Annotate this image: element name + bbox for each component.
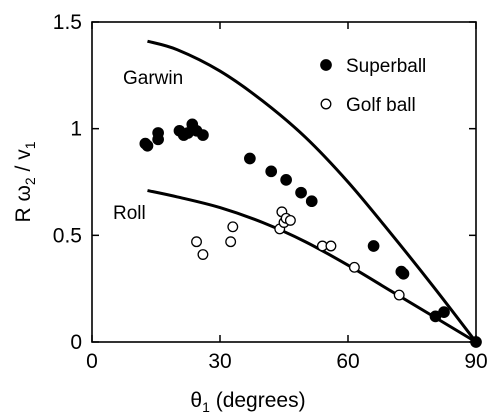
- point-superball: [197, 129, 209, 141]
- plot-frame: [91, 21, 477, 343]
- point-superball: [397, 267, 410, 280]
- curve-label-garwin: Garwin: [123, 68, 183, 89]
- point-golf-ball: [197, 249, 209, 260]
- point-golf-ball: [227, 221, 239, 233]
- curves: [147, 39, 478, 344]
- y-tick-label: 0: [70, 331, 82, 354]
- curve-label-roll: Roll: [113, 203, 146, 224]
- x-tick-label: 0: [86, 350, 98, 373]
- legend-label-superball: Superball: [346, 56, 426, 77]
- y-axis-label: R ω2 / v1: [12, 141, 38, 222]
- point-superball: [305, 195, 318, 208]
- point-superball: [438, 306, 450, 318]
- point-superball: [295, 186, 307, 199]
- point-golf-ball: [393, 289, 405, 301]
- curve-roll: [147, 189, 477, 344]
- data-points: [139, 118, 482, 348]
- point-superball: [244, 152, 256, 165]
- ticks: 0 30 60 90 0 0.5 1 1.5: [53, 11, 488, 373]
- point-golf-ball: [284, 214, 296, 226]
- legend-label-golf-ball: Golf ball: [346, 95, 416, 116]
- x-tick-label: 30: [208, 350, 231, 373]
- point-golf-ball: [225, 236, 237, 248]
- legend-marker-golf-ball: [320, 98, 332, 110]
- point-superball: [265, 165, 278, 178]
- y-tick-label: 1: [70, 118, 82, 141]
- legend: Superball Golf ball: [320, 56, 426, 116]
- legend-marker-superball: [320, 59, 332, 71]
- point-superball: [280, 174, 292, 186]
- point-golf-ball: [191, 236, 202, 248]
- point-superball: [367, 240, 380, 252]
- point-golf-ball: [348, 261, 360, 273]
- y-tick-label: 1.5: [53, 11, 82, 34]
- x-tick-label: 90: [464, 350, 487, 373]
- point-superball: [141, 139, 154, 152]
- point-golf-ball: [325, 240, 337, 252]
- x-tick-label: 60: [336, 350, 359, 373]
- curve-garwin: [147, 39, 478, 343]
- x-axis-label: θ1 (degrees): [190, 389, 305, 415]
- y-tick-label: 0.5: [53, 224, 82, 247]
- point-superball: [152, 127, 164, 139]
- plot-area: [91, 21, 477, 343]
